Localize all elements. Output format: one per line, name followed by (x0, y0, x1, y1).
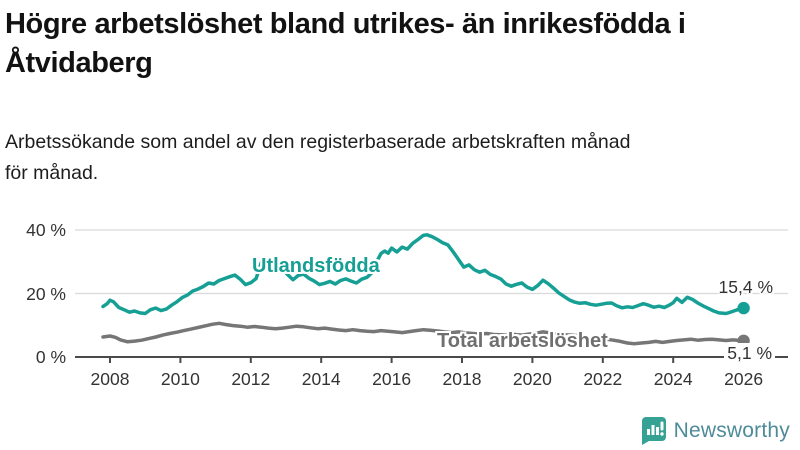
y-axis-tick-label: 0 % (35, 347, 66, 367)
newsworthy-logo: Newsworthy (639, 416, 790, 446)
x-axis-tick-label: 2026 (724, 369, 764, 389)
newsworthy-logo-text: Newsworthy (673, 419, 790, 442)
page-title-line-1: Högre arbetslöshet bland utrikes- än inr… (5, 8, 686, 40)
x-axis-tick-label: 2016 (372, 369, 412, 389)
page-subtitle: Arbetssökande som andel av den registerb… (5, 127, 765, 189)
page-title: Högre arbetslöshet bland utrikes- än inr… (5, 5, 797, 82)
series-end-dot-0 (737, 301, 750, 315)
series-label-total-arbetsloshet: Total arbetslöshet (437, 330, 608, 352)
series-label-utlandsfodda: Utlandsfödda (252, 255, 380, 277)
page-subtitle-line-1: Arbetssökande som andel av den registerb… (5, 131, 631, 153)
x-axis-tick-label: 2022 (583, 369, 623, 389)
page-title-line-2: Åtvidaberg (5, 46, 153, 79)
page-subtitle-line-2: för månad. (5, 162, 99, 185)
x-axis-tick-label: 2010 (160, 369, 200, 389)
x-axis-tick-label: 2012 (231, 369, 271, 389)
x-axis-tick-label: 2018 (442, 369, 482, 389)
x-axis-tick-label: 2024 (653, 369, 693, 389)
series-line-1 (101, 321, 746, 346)
y-axis-tick-label: 20 % (26, 283, 66, 304)
x-axis-tick-label: 2020 (512, 369, 552, 389)
newsworthy-bar-chart-bubble-icon (641, 417, 666, 445)
value-label-total-arbetsloshet: 5,1 % (724, 343, 775, 364)
x-axis-tick-label: 2014 (301, 369, 341, 389)
value-label-utlandsfodda: 15,4 % (718, 277, 773, 297)
y-axis-tick-label: 40 % (26, 220, 66, 240)
x-axis-tick-label: 2008 (90, 369, 130, 389)
series-line-0 (101, 233, 746, 316)
